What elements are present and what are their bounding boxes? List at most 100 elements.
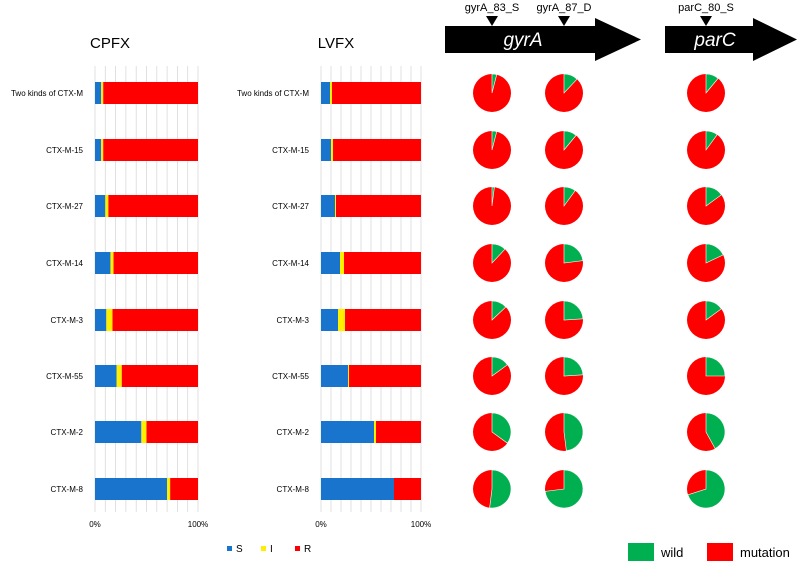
pie-column-gyrA_87_D [544,73,584,509]
pie-slice-wild [705,356,726,377]
bar-segment-i [101,139,104,161]
gene-diagram: gyrA parC gyrA_83_S gyrA_87_D parC_80_S [445,2,797,61]
site-label: gyrA_83_S [465,2,519,14]
legend-swatch-mutation [707,543,733,561]
bar-segment-s [95,195,106,217]
bar-chart-lvfx: LVFX 0% 100% Two kinds of CTX-M CTX-M-15 CTX-… [237,35,431,529]
pie-slice-wild [563,356,584,377]
bar-segment-i [101,82,104,104]
bar-segment-s [95,421,142,443]
site-label: parC_80_S [678,2,734,14]
tick-label: 100% [188,520,208,529]
category-label: CTX-M-14 [46,259,83,268]
pie-slice-wild [687,469,726,509]
pie-slice-wild [563,243,584,264]
bar-segment-r [112,309,198,331]
pie-slice-wild [705,186,722,207]
category-label: Two kinds of CTX-M [237,89,309,98]
gene-label-gyrA: gyrA [503,30,542,51]
pie-slice-wild [491,356,508,377]
bar-segment-i [335,195,336,217]
legend-swatch-i [261,546,266,551]
pie-slice-wild [491,412,512,444]
tick-label: 0% [89,520,101,529]
bar-segment-i [110,252,114,274]
bar-segment-r [113,252,198,274]
category-label: CTX-M-15 [46,146,83,155]
pie-column-gyrA_83_S [473,73,512,509]
pie-slice-wild [544,469,584,509]
bar-segment-s [95,478,168,500]
legend-label: S [236,544,243,555]
pie-slice-wild [491,186,495,207]
pie-slice-wild [705,130,718,151]
bar-segment-r [333,139,421,161]
category-label: CTX-M-14 [272,259,309,268]
bar-segment-s [95,365,117,387]
site-marker-icon [700,16,712,26]
pie-slice-wild [705,300,722,321]
bar-segment-r [336,195,421,217]
category-label: CTX-M-3 [277,316,310,325]
category-label: CTX-M-2 [277,428,310,437]
tick-label: 0% [315,520,327,529]
bar-segment-r [332,82,421,104]
pie-slice-wild [705,73,719,94]
bar-segment-s [321,309,338,331]
chart-title: LVFX [318,35,354,52]
legend-swatch-wild [628,543,654,561]
bar-segment-s [321,365,348,387]
bar-segment-r [345,309,421,331]
pie-slice-wild [563,300,584,321]
gene-label-parC: parC [693,30,735,51]
bar-charts: CPFX 0% 100% Two kinds of CTX-M CTX-M-15 CTX-… [11,35,431,529]
bar-segment-s [321,139,331,161]
gene-arrow-parC [665,18,797,61]
bar-segment-i [338,309,345,331]
pie-slice-wild [705,243,724,264]
category-label: CTX-M-15 [272,146,309,155]
site-label: gyrA_87_D [536,2,591,14]
bar-segment-s [95,309,107,331]
pie-slice-wild [491,300,507,321]
category-label: CTX-M-2 [51,428,84,437]
bar-segment-i [330,82,332,104]
pie-charts [473,73,726,509]
bar-segment-s [321,252,340,274]
bar-segment-i [106,309,113,331]
tick-label: 100% [411,520,431,529]
legend-swatch-s [227,546,232,551]
bar-segment-s [95,82,102,104]
bar-segment-i [340,252,344,274]
pie-slice-wild [563,186,576,207]
bar-segment-r [108,195,198,217]
pie-slice-wild [491,130,498,151]
bar-segment-s [321,478,394,500]
bar-segment-r [103,82,198,104]
bar-segment-s [321,82,330,104]
bar-segment-i [331,139,333,161]
site-marker-icon [558,16,570,26]
category-label: CTX-M-8 [51,485,84,494]
bar-segment-i [348,365,349,387]
pie-slice-wild [563,130,577,151]
bar-segment-i [374,421,376,443]
pie-slice-wild [491,243,506,264]
bar-segment-s [321,195,335,217]
category-label: Two kinds of CTX-M [11,89,83,98]
legend-label: wild [660,545,683,560]
bar-segment-r [376,421,421,443]
pie-column-parC_80_S [687,73,726,509]
pie-slice-wild [489,469,512,509]
bar-segment-r [394,478,421,500]
legend-label: I [270,544,273,555]
bar-segment-r [349,365,421,387]
gene-arrow-gyrA [445,18,641,61]
category-label: CTX-M-27 [272,202,309,211]
bar-segment-s [321,421,374,443]
pie-slice-wild [491,73,498,94]
category-label: CTX-M-55 [46,372,83,381]
category-label: CTX-M-27 [46,202,83,211]
